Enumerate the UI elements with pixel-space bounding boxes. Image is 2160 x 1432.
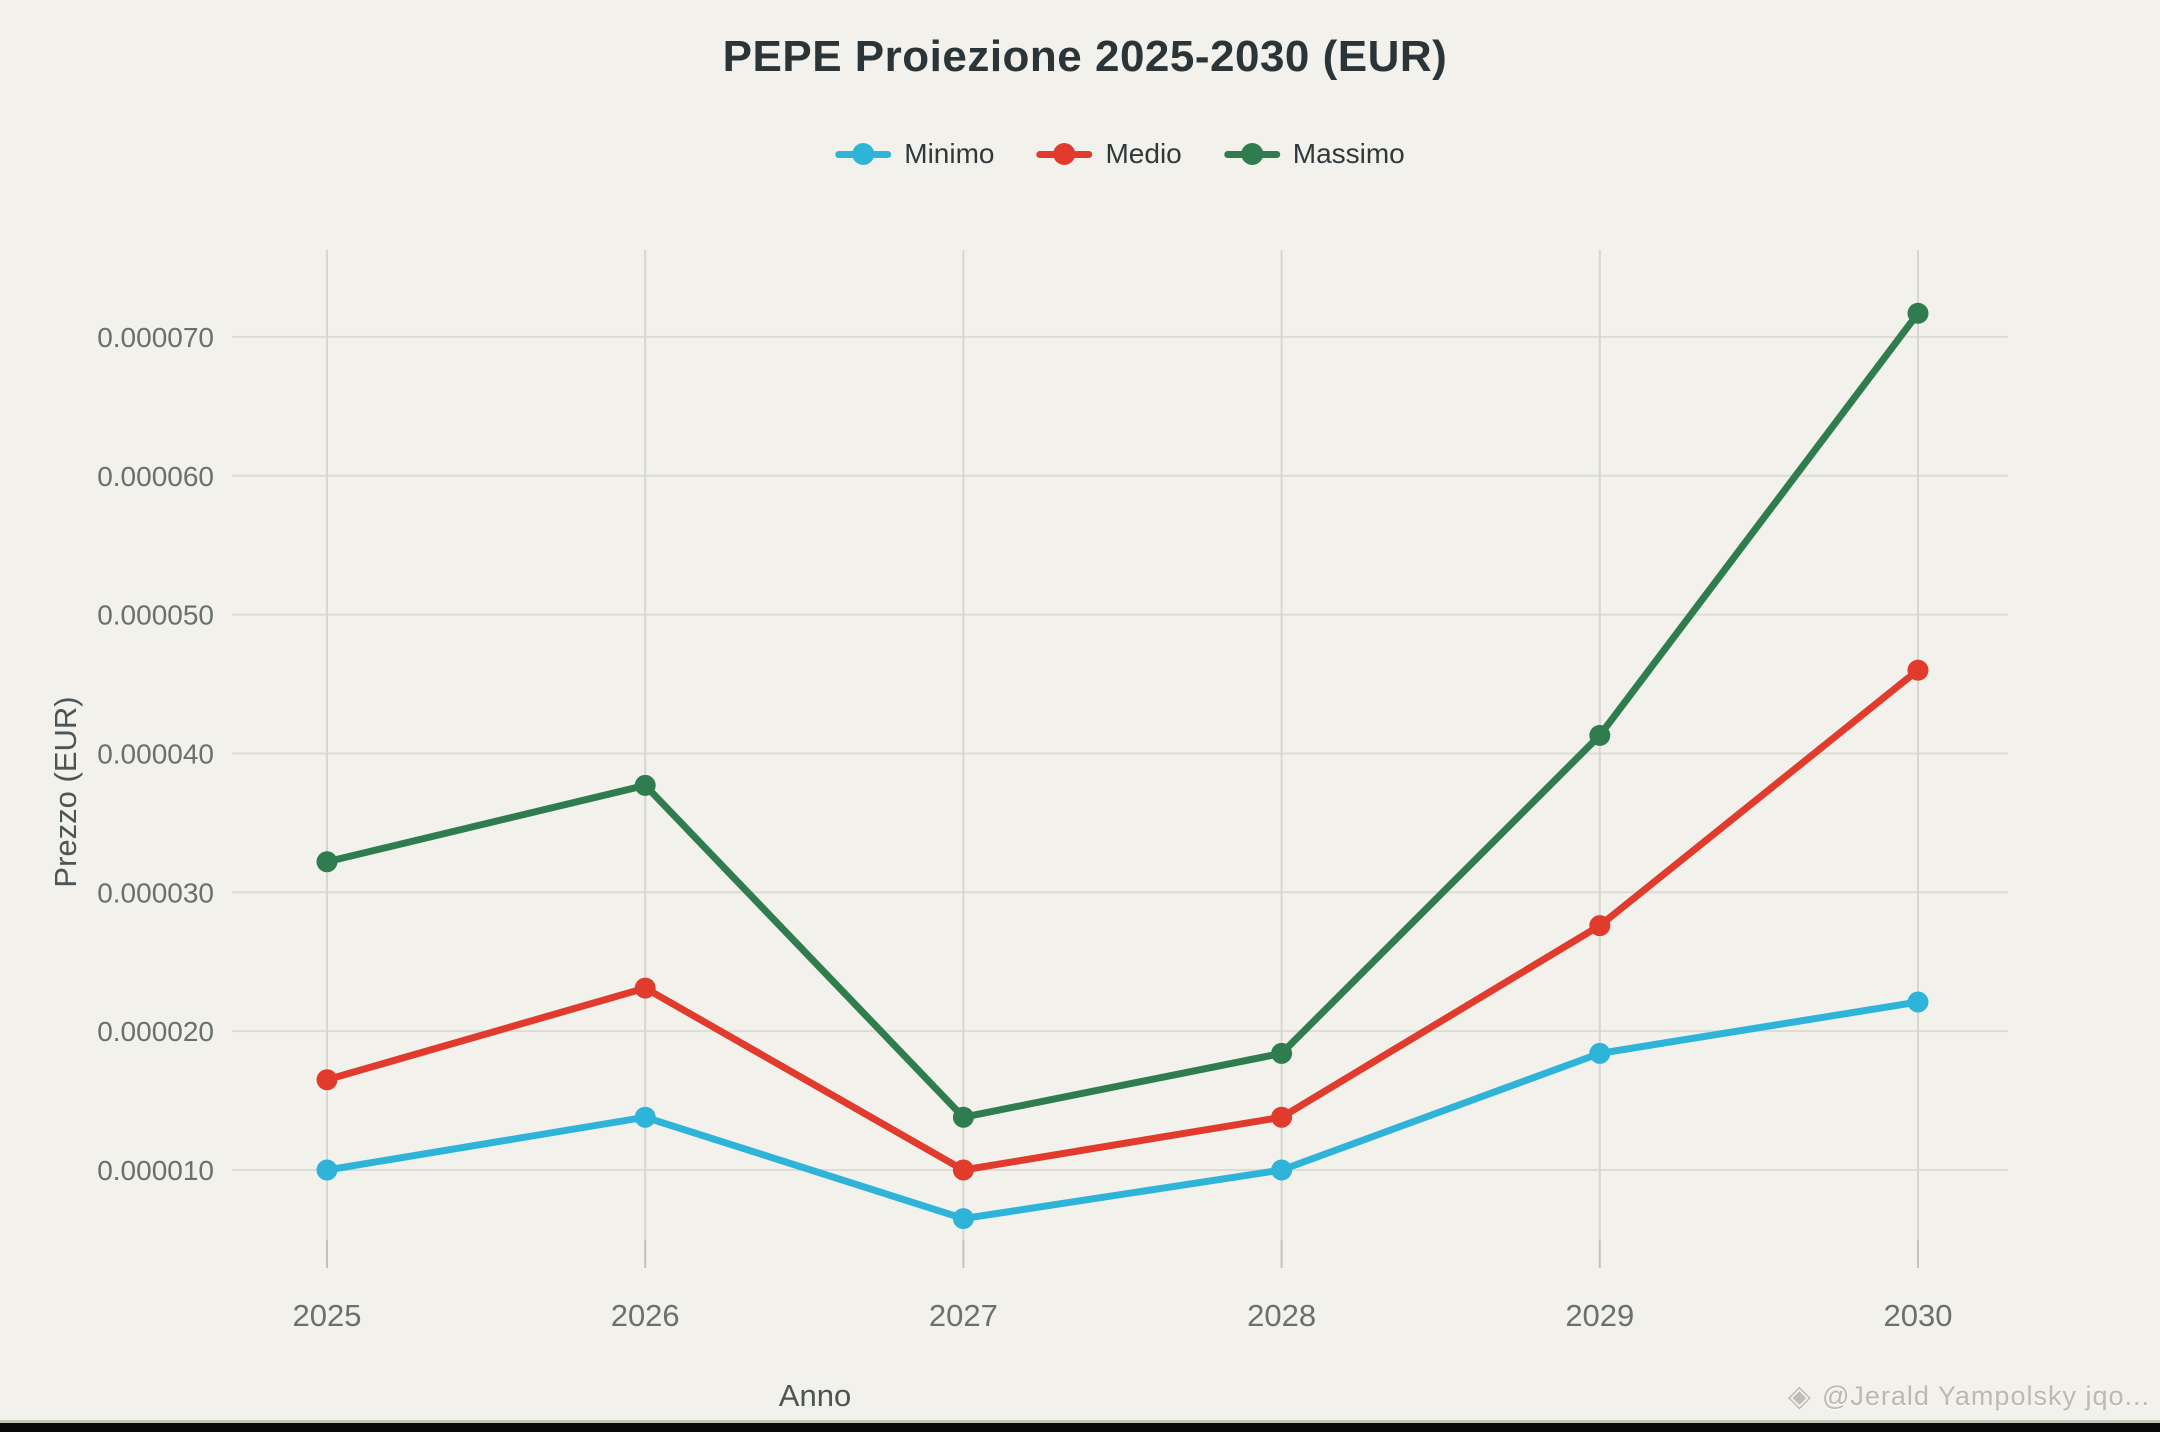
legend-label-massimo: Massimo bbox=[1292, 138, 1405, 169]
series-minimo bbox=[316, 991, 1929, 1230]
legend: Minimo Medio Massimo bbox=[835, 138, 1405, 170]
data-point-medio-2029 bbox=[1589, 915, 1611, 937]
data-point-minimo-2029 bbox=[1589, 1042, 1611, 1064]
data-point-medio-2030 bbox=[1907, 659, 1929, 681]
series-massimo bbox=[316, 302, 1929, 1128]
legend-label-minimo: Minimo bbox=[904, 138, 995, 169]
y-tick-label: 0.000060 bbox=[97, 461, 214, 492]
series-medio bbox=[316, 659, 1929, 1181]
x-tick-label: 2025 bbox=[293, 1298, 362, 1333]
x-axis-title: Anno bbox=[778, 1378, 852, 1413]
data-point-minimo-2028 bbox=[1271, 1159, 1293, 1181]
line-dot-marker-icon bbox=[1036, 142, 1093, 166]
footer-divider bbox=[0, 1420, 2160, 1423]
chart-title: PEPE Proiezione 2025-2030 (EUR) bbox=[722, 32, 1448, 81]
diamond-logo-icon: ◈ bbox=[1787, 1380, 1812, 1413]
data-point-minimo-2027 bbox=[952, 1208, 974, 1230]
x-tick-label: 2030 bbox=[1884, 1298, 1953, 1333]
x-tick-label: 2026 bbox=[611, 1298, 680, 1333]
x-tick-label: 2029 bbox=[1565, 1298, 1634, 1333]
data-point-medio-2027 bbox=[952, 1159, 974, 1181]
data-point-massimo-2028 bbox=[1271, 1042, 1293, 1064]
line-dot-marker-icon bbox=[835, 142, 892, 166]
data-point-minimo-2030 bbox=[1907, 991, 1929, 1013]
legend-label-medio: Medio bbox=[1105, 138, 1182, 169]
y-tick-label: 0.000020 bbox=[97, 1016, 214, 1047]
data-point-massimo-2029 bbox=[1589, 724, 1611, 746]
data-point-minimo-2026 bbox=[634, 1106, 656, 1128]
footer-bar bbox=[0, 1423, 2160, 1432]
legend-item-massimo: Massimo bbox=[1223, 138, 1405, 170]
x-tick-label: 2027 bbox=[929, 1298, 998, 1333]
data-point-massimo-2030 bbox=[1907, 302, 1929, 324]
line-dot-marker-icon bbox=[1223, 142, 1280, 166]
legend-item-minimo: Minimo bbox=[835, 138, 994, 170]
data-point-massimo-2026 bbox=[634, 774, 656, 796]
gridlines bbox=[232, 250, 2008, 1268]
x-tick-label: 2028 bbox=[1247, 1298, 1316, 1333]
y-tick-label: 0.000050 bbox=[97, 600, 214, 631]
y-tick-label: 0.000040 bbox=[97, 738, 214, 769]
data-point-massimo-2025 bbox=[316, 851, 338, 873]
data-point-medio-2028 bbox=[1271, 1106, 1293, 1128]
data-point-medio-2026 bbox=[634, 977, 656, 999]
data-point-medio-2025 bbox=[316, 1069, 338, 1091]
y-tick-label: 0.000010 bbox=[97, 1155, 214, 1186]
y-tick-label: 0.000070 bbox=[97, 322, 214, 353]
data-point-massimo-2027 bbox=[952, 1106, 974, 1128]
y-axis-title: Prezzo (EUR) bbox=[48, 696, 83, 888]
watermark: ◈ @Jerald Yampolsky jqo... bbox=[1788, 1379, 2150, 1414]
watermark-text: @Jerald Yampolsky jqo... bbox=[1821, 1381, 2150, 1411]
legend-item-medio: Medio bbox=[1036, 138, 1182, 170]
data-point-minimo-2025 bbox=[316, 1159, 338, 1181]
y-tick-label: 0.000030 bbox=[97, 877, 214, 908]
